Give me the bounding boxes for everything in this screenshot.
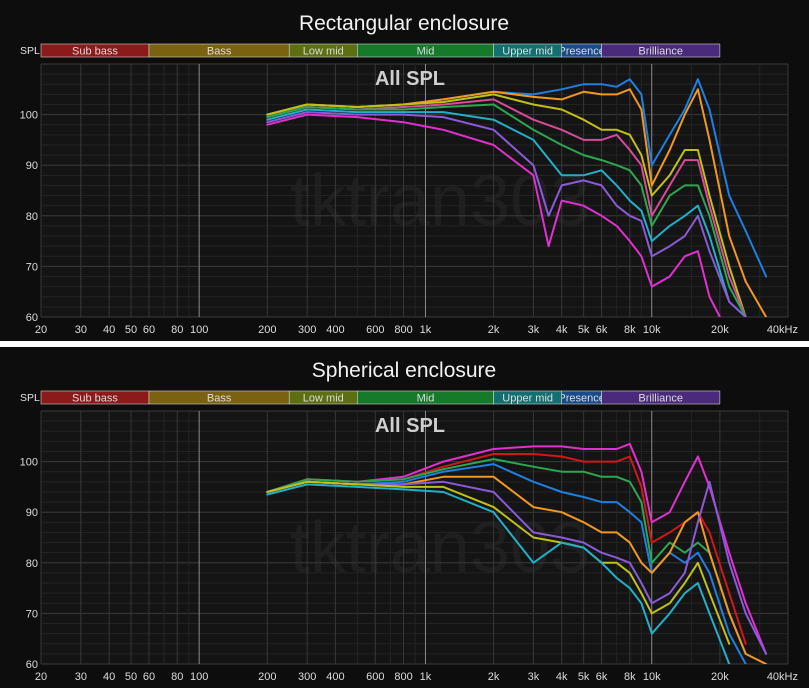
x-tick-label: 600 bbox=[366, 324, 384, 336]
series-line-7 bbox=[266, 483, 731, 664]
series-line-3 bbox=[266, 98, 747, 317]
x-tick-label: 6k bbox=[596, 671, 608, 683]
x-tick-label: 20k bbox=[711, 671, 729, 683]
band-6 bbox=[601, 43, 721, 58]
x-tick-label: 40kHz bbox=[767, 324, 798, 336]
x-tick-label: 80 bbox=[171, 324, 183, 336]
series-line-3 bbox=[266, 463, 747, 664]
y-tick-label: 100 bbox=[20, 457, 38, 469]
y-tick-label: 70 bbox=[26, 608, 38, 620]
series-line-5 bbox=[266, 108, 747, 317]
x-tick-label: 20 bbox=[35, 324, 47, 336]
x-tick-label: 20k bbox=[711, 324, 729, 336]
band-label: Low mid bbox=[303, 46, 344, 58]
x-tick-label: 400 bbox=[326, 671, 344, 683]
x-tick-label: 8k bbox=[624, 324, 636, 336]
x-tick-label: 40kHz bbox=[767, 671, 798, 683]
chart-title: Rectangular enclosure bbox=[299, 12, 509, 35]
x-tick-label: 600 bbox=[366, 671, 384, 683]
watermark: tktran303 bbox=[290, 161, 590, 241]
band-label: Sub bass bbox=[72, 393, 118, 405]
x-tick-label: 200 bbox=[258, 671, 276, 683]
y-tick-label: 90 bbox=[26, 160, 38, 172]
y-tick-label: 60 bbox=[26, 312, 38, 324]
x-tick-label: 800 bbox=[394, 671, 412, 683]
x-tick-label: 200 bbox=[258, 324, 276, 336]
chart-panel-rectangular: Rectangular enclosure tktran303 Sub bass Ba… bbox=[0, 0, 809, 341]
x-tick-label: 1k bbox=[420, 671, 432, 683]
band-label: Brilliance bbox=[638, 393, 683, 405]
band-label: Upper mid bbox=[502, 393, 553, 405]
x-tick-label: 30 bbox=[75, 324, 87, 336]
series-group bbox=[266, 78, 768, 317]
series-line-2 bbox=[266, 93, 747, 317]
x-tick-label: 5k bbox=[578, 324, 590, 336]
chart-title: Spherical enclosure bbox=[312, 359, 496, 382]
band-label: Bass bbox=[207, 393, 232, 405]
band-label: Low mid bbox=[303, 393, 344, 405]
chart-panel-spherical: Spherical enclosure tktran303 Sub bass Bass… bbox=[0, 347, 809, 688]
x-tick-label: 2k bbox=[488, 324, 500, 336]
x-tick-label: 80 bbox=[171, 671, 183, 683]
x-tick-label: 10k bbox=[643, 324, 661, 336]
band-label: Sub bass bbox=[72, 46, 118, 58]
x-tick-label: 60 bbox=[143, 671, 155, 683]
x-tick-label: 8k bbox=[624, 671, 636, 683]
x-tick-label: 400 bbox=[326, 324, 344, 336]
x-tick-label: 3k bbox=[528, 324, 540, 336]
x-tick-label: 50 bbox=[125, 324, 137, 336]
x-tick-label: 6k bbox=[596, 324, 608, 336]
x-tick-label: 40 bbox=[103, 671, 115, 683]
chart-subtitle: All SPL bbox=[375, 68, 445, 90]
series-group bbox=[266, 442, 768, 664]
x-tick-label: 800 bbox=[394, 324, 412, 336]
band-label: Mid bbox=[417, 393, 435, 405]
x-tick-label: 1k bbox=[420, 324, 432, 336]
series-line-7 bbox=[266, 113, 721, 317]
series-line-5 bbox=[266, 480, 768, 655]
band-label: Presence bbox=[558, 393, 604, 405]
x-tick-label: 300 bbox=[298, 324, 316, 336]
band-label: Bass bbox=[207, 46, 232, 58]
x-tick-label: 100 bbox=[190, 324, 208, 336]
x-tick-label: 4k bbox=[556, 671, 568, 683]
x-tick-label: 30 bbox=[75, 671, 87, 683]
x-tick-label: 50 bbox=[125, 671, 137, 683]
x-tick-label: 40 bbox=[103, 324, 115, 336]
y-tick-label: 80 bbox=[26, 211, 38, 223]
y-tick-label: 80 bbox=[26, 558, 38, 570]
band-6 bbox=[601, 390, 721, 405]
x-tick-label: 4k bbox=[556, 324, 568, 336]
x-tick-label: 5k bbox=[578, 671, 590, 683]
series-line-0 bbox=[266, 442, 768, 655]
spherical-chart: Spherical enclosure tktran303 Sub bass Bass… bbox=[20, 359, 798, 683]
x-tick-label: 100 bbox=[190, 671, 208, 683]
y-tick-label: 60 bbox=[26, 659, 38, 671]
y-tick-label: 100 bbox=[20, 110, 38, 122]
x-tick-label: 10k bbox=[643, 671, 661, 683]
series-line-6 bbox=[266, 111, 747, 317]
rectangular-chart: Rectangular enclosure tktran303 Sub bass Ba… bbox=[20, 12, 798, 336]
band-label: Brilliance bbox=[638, 46, 683, 58]
chart-subtitle: All SPL bbox=[375, 415, 445, 437]
x-tick-label: 300 bbox=[298, 671, 316, 683]
y-axis-label: SPL bbox=[20, 392, 40, 404]
x-tick-label: 3k bbox=[528, 671, 540, 683]
series-line-4 bbox=[266, 103, 747, 317]
band-label: Presence bbox=[558, 46, 604, 58]
x-tick-label: 20 bbox=[35, 671, 47, 683]
y-tick-label: 70 bbox=[26, 261, 38, 273]
series-line-4 bbox=[266, 475, 768, 664]
band-label: Mid bbox=[417, 46, 435, 58]
band-label: Upper mid bbox=[502, 46, 553, 58]
y-axis-label: SPL bbox=[20, 45, 40, 57]
watermark: tktran303 bbox=[290, 508, 590, 588]
series-line-2 bbox=[266, 458, 747, 655]
x-tick-label: 60 bbox=[143, 324, 155, 336]
y-tick-label: 90 bbox=[26, 507, 38, 519]
x-tick-label: 2k bbox=[488, 671, 500, 683]
